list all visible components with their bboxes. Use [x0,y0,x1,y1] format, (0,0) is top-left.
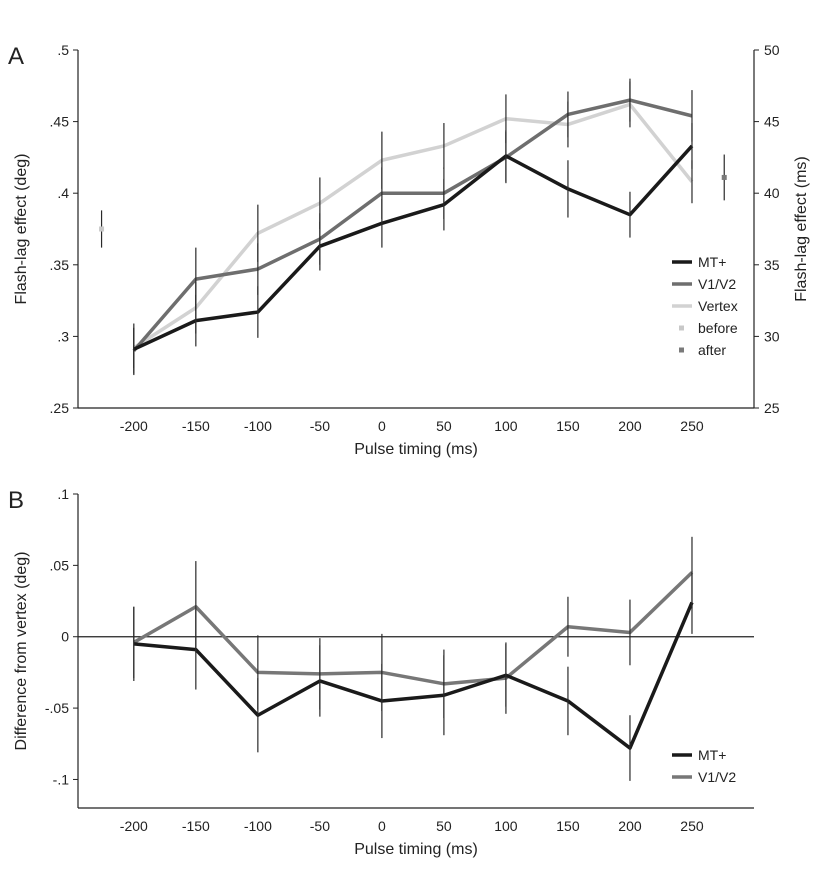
panel-a-x-tick-label: -100 [244,418,272,434]
panel-a-x-tick-label: 150 [556,418,580,434]
panel-a-x-tick-label: -200 [120,418,148,434]
panel-a-y-axis-label: Flash-lag effect (deg) [13,154,30,305]
panel-a-x-tick-label: -50 [310,418,330,434]
panel-b-y-axis-label: Difference from vertex (deg) [13,552,30,751]
panel-b-y-tick-label: .1 [57,486,69,502]
panel-b-x-tick-label: 150 [556,818,580,834]
panel-a-y-right-tick-label: 45 [764,114,780,130]
panel-b-legend-label-mt: MT+ [698,747,726,763]
panel-a-series-line-v1-v2 [132,98,693,352]
panel-a-legend-label-v1-v2: V1/V2 [698,276,736,292]
panel-b-x-tick-label: 250 [680,818,704,834]
panel-a-y-right-tick-label: 30 [764,328,780,344]
panel-a-point-before [99,226,105,232]
panel-a-x-tick-label: 0 [378,418,386,434]
panel-b-x-tick-label: -200 [120,818,148,834]
panel-a-y-tick-label: .5 [57,42,69,58]
panel-a-x-tick-label: -150 [182,418,210,434]
panel-b-x-tick-label: 200 [618,818,642,834]
panel-b-x-tick-label: 0 [378,818,386,834]
panel-a-y-right-tick-label: 50 [764,42,780,58]
panel-a-x-tick-label: 200 [618,418,642,434]
panel-a-y-tick-label: .4 [57,185,69,201]
panel-b-y-tick-label: .05 [50,557,70,573]
panel-b-y-tick-label: -.05 [45,700,69,716]
panel-a-series-line-mt [133,144,694,351]
panel-a-x-tick-label: 50 [436,418,452,434]
panel-b-x-tick-label: -50 [310,818,330,834]
panel-a-legend-label-mt: MT+ [698,254,726,270]
panel-a-y-tick-label: .3 [57,328,69,344]
panel-a-legend-label-vertex: Vertex [698,298,738,314]
panel-a-y-right-tick-label: 40 [764,185,780,201]
panel-a-y-right-tick-label: 35 [764,257,780,273]
panel-a-legend-swatch-after [679,347,684,353]
panel-b-chart: -.1 -.05 0 .05 .1 -200 -150 -100 -50 0 50 100 150 200… [13,486,754,858]
panel-b-series-line-v1-v2 [132,571,694,686]
panel-a-label: A [8,43,24,70]
panel-a-y-tick-label: .35 [50,257,70,273]
panel-b-label: B [8,487,24,514]
panel-b-legend-label-v1-v2: V1/V2 [698,769,736,785]
panel-a-legend-swatch-before [679,325,684,331]
panel-a-x-axis-label: Pulse timing (ms) [354,441,478,458]
panel-a-x-tick-label: 100 [494,418,518,434]
panel-a-series-line-vertex [132,102,694,350]
panel-b-x-tick-label: 100 [494,818,518,834]
panel-b-y-tick-label: 0 [61,629,69,645]
panel-b-x-tick-label: 50 [436,818,452,834]
panel-b-x-tick-label: -100 [244,818,272,834]
panel-b-x-tick-label: -150 [182,818,210,834]
panel-a-point-after [721,174,727,180]
panel-a-chart: .25 25 .3 30 .35 35 .4 40 .45 45 .5 50 -200 -150 -100 -… [13,42,810,458]
panel-a-legend-label-before: before [698,320,738,336]
panel-a-y-tick-label: .25 [50,400,70,416]
panel-a-legend-label-after: after [698,342,726,358]
panel-a-x-tick-label: 250 [680,418,704,434]
panel-b-x-axis-label: Pulse timing (ms) [354,841,478,858]
panel-a-y-axis-label-right: Flash-lag effect (ms) [793,156,810,302]
panel-a-y-right-tick-label: 25 [764,400,780,416]
panel-a-y-tick-label: .45 [50,114,70,130]
panel-b-y-tick-label: -.1 [53,771,70,787]
panel-b-series-line-mt [133,601,694,750]
